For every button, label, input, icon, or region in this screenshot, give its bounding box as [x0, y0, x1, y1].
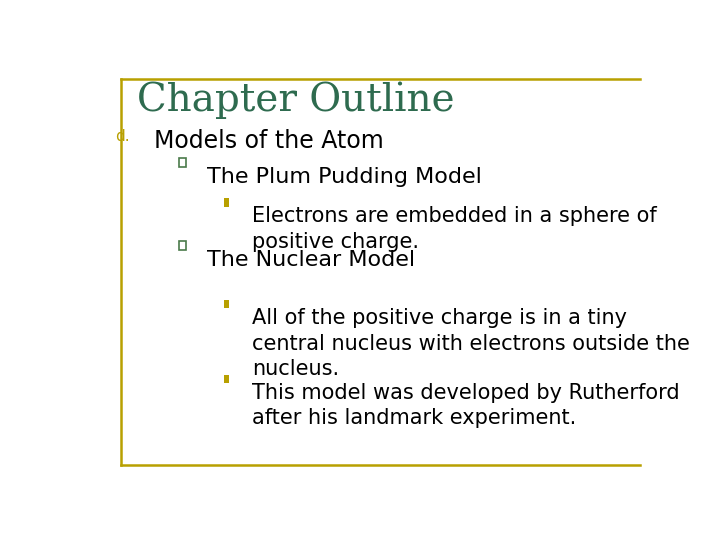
Text: The Nuclear Model: The Nuclear Model	[207, 250, 415, 270]
Text: The Plum Pudding Model: The Plum Pudding Model	[207, 167, 482, 187]
FancyBboxPatch shape	[179, 158, 186, 167]
FancyBboxPatch shape	[224, 375, 230, 383]
FancyBboxPatch shape	[179, 241, 186, 250]
Text: Models of the Atom: Models of the Atom	[154, 129, 384, 153]
Text: This model was developed by Rutherford
after his landmark experiment.: This model was developed by Rutherford a…	[252, 383, 680, 428]
FancyBboxPatch shape	[224, 198, 230, 207]
Text: Chapter Outline: Chapter Outline	[138, 82, 455, 119]
Text: All of the positive charge is in a tiny
central nucleus with electrons outside t: All of the positive charge is in a tiny …	[252, 308, 690, 379]
FancyBboxPatch shape	[224, 300, 230, 308]
Text: Electrons are embedded in a sphere of
positive charge.: Electrons are embedded in a sphere of po…	[252, 206, 657, 252]
Text: d.: d.	[115, 129, 130, 144]
